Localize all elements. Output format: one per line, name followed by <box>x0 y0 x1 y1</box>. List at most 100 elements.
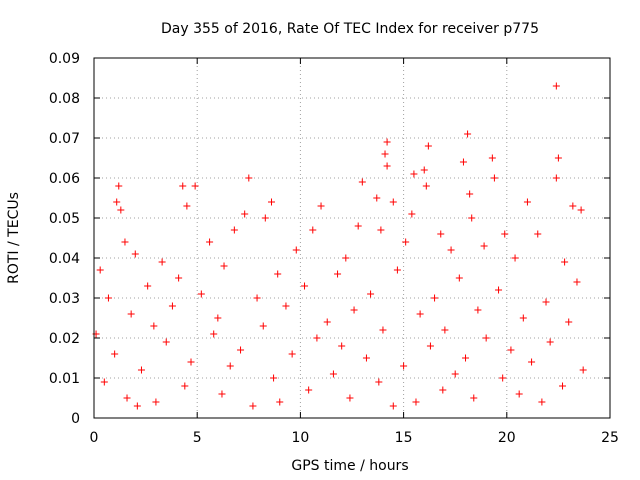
data-point <box>152 398 160 406</box>
data-point <box>197 290 205 298</box>
data-point <box>519 314 527 322</box>
data-point <box>162 338 170 346</box>
x-tick-labels: 0 5 10 15 20 25 <box>90 430 619 446</box>
data-point <box>249 402 257 410</box>
data-point <box>354 222 362 230</box>
data-points <box>92 82 587 410</box>
data-point <box>528 358 536 366</box>
data-point <box>577 206 585 214</box>
data-point <box>569 202 577 210</box>
data-point <box>426 342 434 350</box>
data-point <box>150 322 158 330</box>
data-point <box>552 82 560 90</box>
data-point <box>342 254 350 262</box>
data-point <box>466 190 474 198</box>
x-axis-label: GPS time / hours <box>291 458 408 474</box>
data-point <box>375 378 383 386</box>
data-point <box>175 274 183 282</box>
data-point <box>410 170 418 178</box>
data-point <box>542 298 550 306</box>
data-point <box>381 150 389 158</box>
data-point <box>474 306 482 314</box>
data-point <box>113 198 121 206</box>
data-point <box>412 398 420 406</box>
y-tick-label: 0.03 <box>49 291 80 307</box>
grid-lines <box>94 58 610 418</box>
x-tick-label: 20 <box>498 430 516 446</box>
x-tick-label: 0 <box>90 430 99 446</box>
data-point <box>552 174 560 182</box>
x-tick-label: 25 <box>601 430 619 446</box>
data-point <box>462 354 470 362</box>
data-point <box>168 302 176 310</box>
data-point <box>288 350 296 358</box>
data-point <box>439 386 447 394</box>
data-point <box>301 282 309 290</box>
data-point <box>358 178 366 186</box>
data-point <box>515 390 523 398</box>
data-point <box>100 378 108 386</box>
data-point <box>422 182 430 190</box>
y-tick-label: 0.06 <box>49 171 80 187</box>
data-point <box>402 238 410 246</box>
data-point <box>276 398 284 406</box>
data-point <box>573 278 581 286</box>
data-point <box>499 374 507 382</box>
data-point <box>127 310 135 318</box>
chart-title: Day 355 of 2016, Rate Of TEC Index for r… <box>161 21 539 37</box>
data-point <box>282 302 290 310</box>
data-point <box>383 162 391 170</box>
data-point <box>121 238 129 246</box>
data-point <box>226 362 234 370</box>
data-point <box>206 238 214 246</box>
x-tick-label: 15 <box>395 430 413 446</box>
data-point <box>431 294 439 302</box>
data-point <box>210 330 218 338</box>
data-point <box>270 374 278 382</box>
data-point <box>230 226 238 234</box>
x-tick-label: 10 <box>291 430 309 446</box>
data-point <box>261 214 269 222</box>
data-point <box>245 174 253 182</box>
data-point <box>389 198 397 206</box>
data-point <box>241 210 249 218</box>
data-point <box>334 270 342 278</box>
data-point <box>561 258 569 266</box>
data-point <box>459 158 467 166</box>
y-tick-label: 0 <box>71 411 80 427</box>
data-point <box>338 342 346 350</box>
data-point <box>350 306 358 314</box>
data-point <box>408 210 416 218</box>
data-point <box>470 394 478 402</box>
data-point <box>317 202 325 210</box>
data-point <box>538 398 546 406</box>
data-point <box>259 322 267 330</box>
data-point <box>441 326 449 334</box>
data-point <box>546 338 554 346</box>
data-point <box>292 246 300 254</box>
plot-frame <box>93 57 611 419</box>
data-point <box>377 226 385 234</box>
data-point <box>274 270 282 278</box>
data-point <box>133 402 141 410</box>
data-point <box>362 354 370 362</box>
data-point <box>554 154 562 162</box>
data-point <box>268 198 276 206</box>
data-point <box>495 286 503 294</box>
data-point <box>451 370 459 378</box>
data-point <box>379 326 387 334</box>
data-point <box>468 214 476 222</box>
data-point <box>218 390 226 398</box>
data-point <box>137 366 145 374</box>
data-point <box>523 198 531 206</box>
y-tick-label: 0.05 <box>49 211 80 227</box>
data-point <box>579 366 587 374</box>
data-point <box>367 290 375 298</box>
data-point <box>329 370 337 378</box>
data-point <box>183 202 191 210</box>
y-tick-label: 0.09 <box>49 51 80 67</box>
data-point <box>179 182 187 190</box>
data-point <box>313 334 321 342</box>
data-point <box>455 274 463 282</box>
